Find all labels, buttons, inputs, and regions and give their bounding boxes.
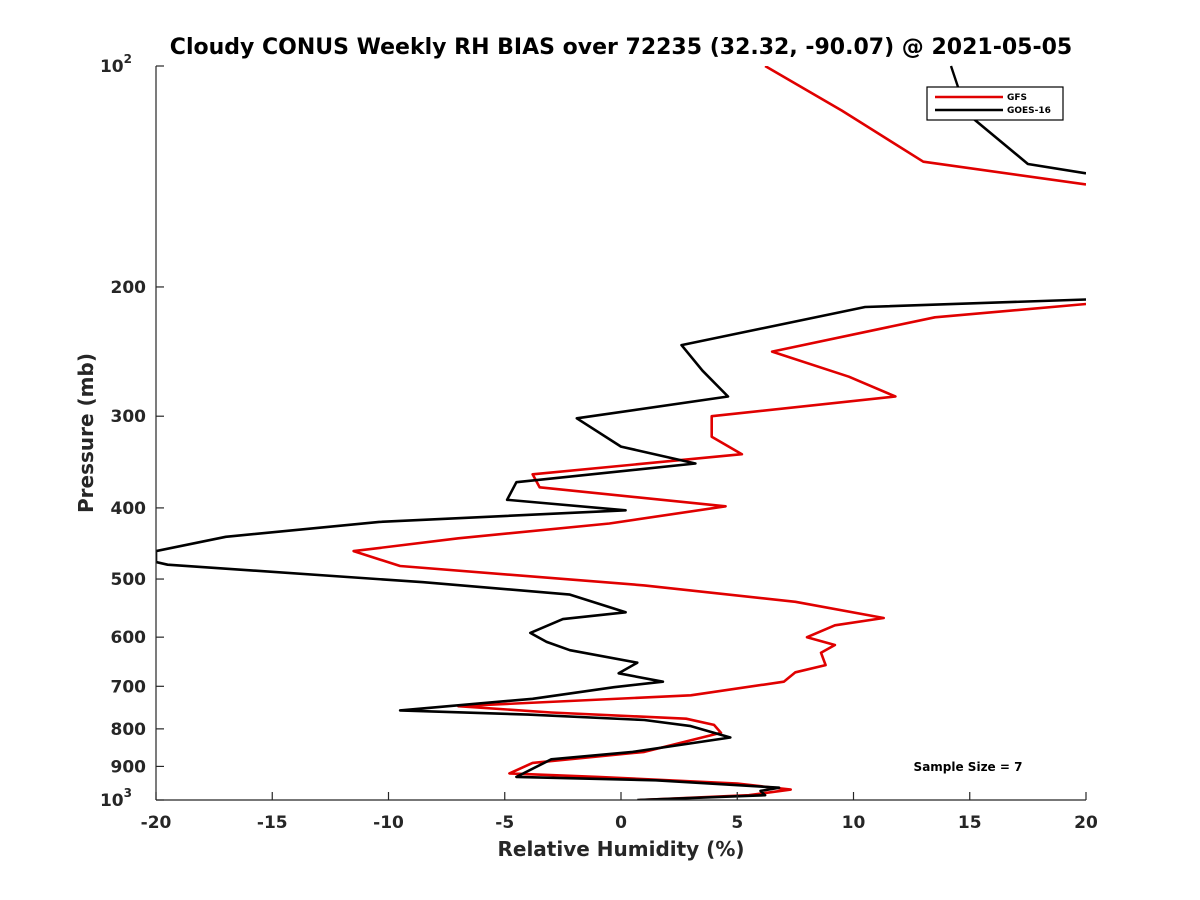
y-tick-label: 700	[111, 677, 147, 697]
x-ticks: -20 -15 -10 -5 0 5 10 15 20	[141, 792, 1098, 833]
chart-title: Cloudy CONUS Weekly RH BIAS over 72235 (…	[170, 35, 1072, 60]
x-tick-label: -15	[257, 813, 288, 833]
x-tick-label: 20	[1074, 813, 1098, 833]
x-tick-label: -5	[495, 813, 514, 833]
x-axis-label: Relative Humidity (%)	[497, 837, 744, 861]
legend: GFS GOES-16	[926, 65, 1064, 121]
y-tick-label: 200	[111, 278, 147, 298]
series-line-gfs	[764, 66, 1086, 186]
series-layer	[156, 66, 1086, 800]
series-line-goes16	[156, 298, 1086, 800]
x-tick-label: 0	[615, 813, 627, 833]
y-tick-label: 103	[100, 786, 132, 811]
y-tick-label: 900	[111, 757, 147, 777]
legend-label-goes16: GOES-16	[1007, 106, 1051, 116]
x-tick-label: 5	[731, 813, 743, 833]
series-line-gfs	[352, 302, 1086, 800]
y-tick-label: 800	[111, 720, 147, 740]
x-tick-label: 15	[958, 813, 982, 833]
legend-box	[926, 86, 1064, 121]
y-axis-label: Pressure (mb)	[74, 353, 98, 513]
sample-size-annotation: Sample Size = 7	[914, 760, 1023, 774]
y-tick-label: 300	[111, 407, 147, 427]
y-tick-label: 500	[111, 570, 147, 590]
x-tick-label: -10	[373, 813, 404, 833]
axes	[155, 66, 1086, 801]
y-ticks: 102 200 300 400 500 600 700 800 900 103	[100, 52, 164, 811]
legend-leader-line	[949, 65, 960, 88]
x-tick-label: -20	[141, 813, 172, 833]
x-tick-label: 10	[842, 813, 866, 833]
y-tick-label: 400	[111, 499, 147, 519]
y-tick-label: 600	[111, 628, 147, 648]
legend-label-gfs: GFS	[1007, 93, 1027, 103]
y-tick-label: 102	[100, 52, 132, 77]
